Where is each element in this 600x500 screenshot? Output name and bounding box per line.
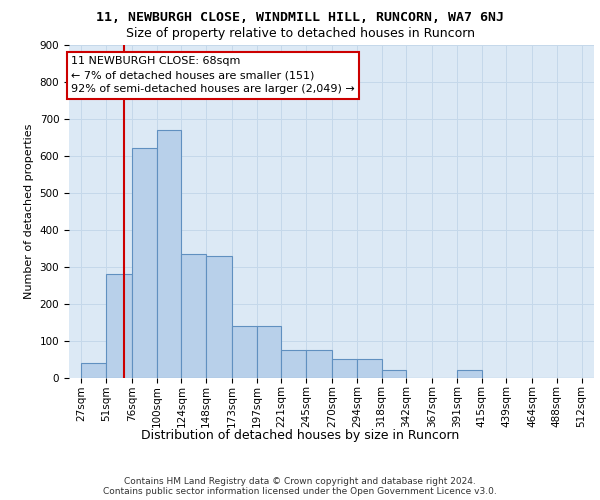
Bar (132, 148, 157, 378)
Text: Distribution of detached houses by size in Runcorn: Distribution of detached houses by size … (141, 428, 459, 442)
Bar (306, 350, 332, 378)
Bar (181, 254, 206, 378)
Y-axis label: Number of detached properties: Number of detached properties (24, 124, 34, 299)
Text: 11, NEWBURGH CLOSE, WINDMILL HILL, RUNCORN, WA7 6NJ: 11, NEWBURGH CLOSE, WINDMILL HILL, RUNCO… (96, 11, 504, 24)
Bar (357, 359, 382, 378)
Bar (457, 370, 482, 378)
Bar (206, 256, 232, 378)
Bar (106, 274, 132, 378)
Text: 11 NEWBURGH CLOSE: 68sqm
← 7% of detached houses are smaller (151)
92% of semi-d: 11 NEWBURGH CLOSE: 68sqm ← 7% of detache… (71, 56, 355, 94)
Bar (382, 370, 406, 378)
Bar (332, 359, 357, 378)
Bar (257, 326, 281, 378)
Bar (157, 130, 181, 378)
Text: Contains HM Land Registry data © Crown copyright and database right 2024.
Contai: Contains HM Land Registry data © Crown c… (103, 476, 497, 496)
Bar (82, 362, 106, 378)
Bar (281, 350, 306, 378)
Text: Size of property relative to detached houses in Runcorn: Size of property relative to detached ho… (125, 28, 475, 40)
Bar (232, 326, 257, 378)
